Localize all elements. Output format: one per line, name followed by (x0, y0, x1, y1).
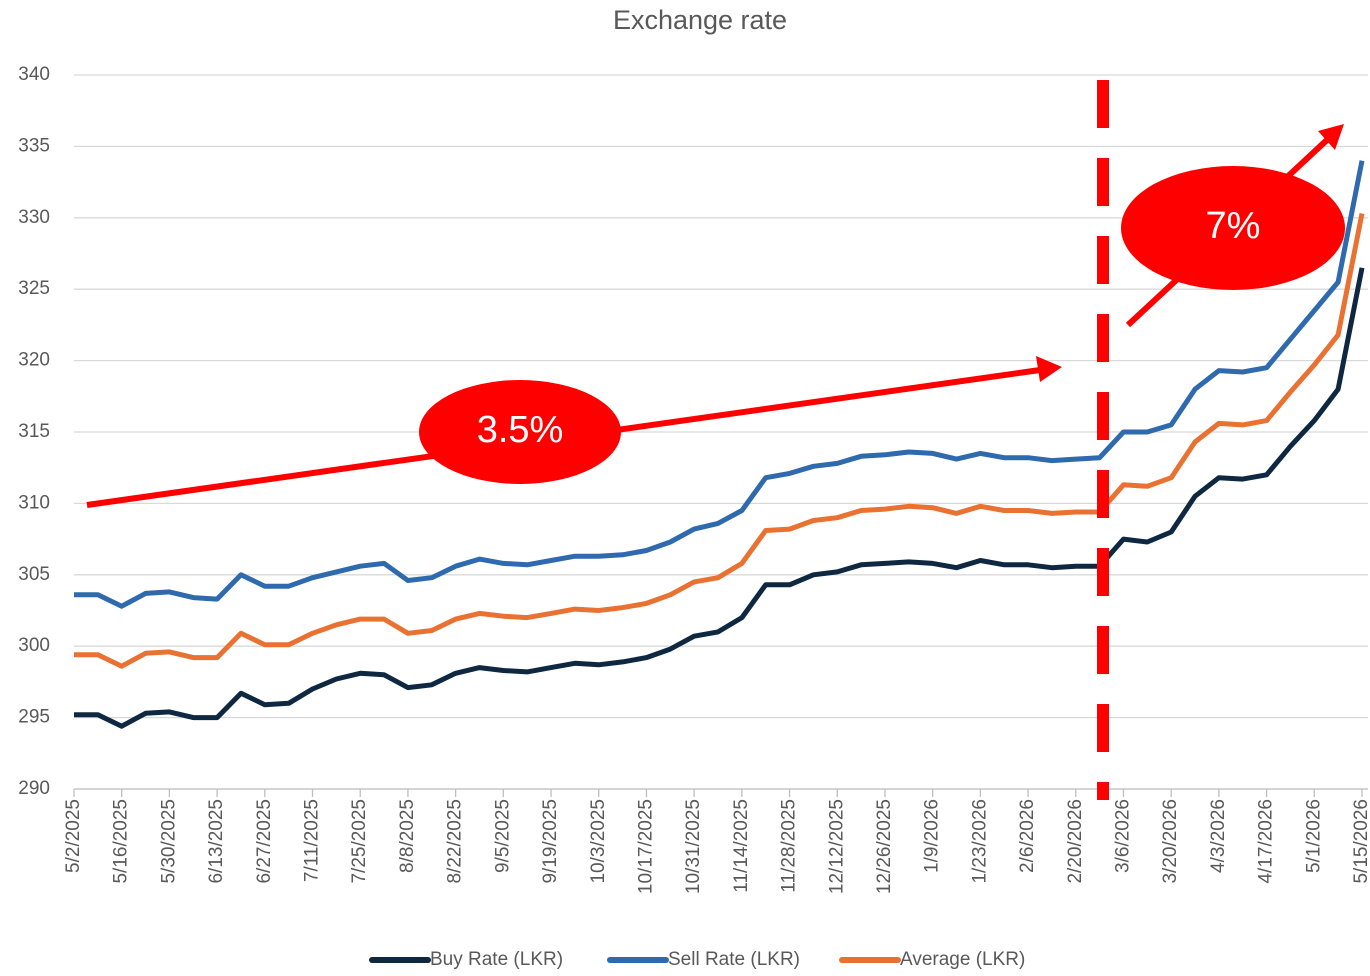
x-tick-label: 5/2/2025 (63, 799, 84, 873)
chart-title: Exchange rate (613, 5, 787, 35)
y-tick-label: 310 (18, 492, 50, 513)
series-line (74, 267, 1365, 729)
x-tick-label: 4/17/2026 (1256, 799, 1277, 884)
x-tick-label: 3/6/2026 (1112, 799, 1133, 873)
x-tick-label: 5/16/2025 (111, 799, 132, 884)
arrow-head (1318, 124, 1344, 150)
x-tick-label: 12/26/2025 (874, 799, 895, 894)
x-tick-label: 12/12/2025 (826, 799, 847, 894)
x-tick-label: 8/22/2025 (445, 799, 466, 884)
y-tick-label: 340 (18, 64, 50, 85)
y-tick-label: 290 (18, 778, 50, 799)
plot-area: 290 295 300 305 310 315 320 325 330 335 340 5/2/202… (18, 64, 1370, 894)
y-tick-label: 305 (18, 564, 50, 585)
series-line (74, 160, 1365, 609)
x-tick-label: 11/28/2025 (779, 799, 800, 893)
arrow-head (1036, 356, 1062, 382)
x-tick-label: 7/11/2025 (302, 799, 323, 882)
x-tick-label: 1/23/2026 (969, 799, 990, 884)
x-tick-label: 1/9/2026 (922, 799, 943, 873)
x-tick-label: 10/17/2025 (635, 799, 656, 894)
legend-label: Buy Rate (LKR) (430, 949, 563, 970)
x-tick-label: 7/25/2025 (349, 799, 370, 884)
x-tick-label: 8/8/2025 (397, 799, 418, 873)
x-tick-label: 5/1/2026 (1303, 799, 1324, 873)
annotation: 7% (1206, 205, 1261, 247)
x-tick-label: 4/3/2026 (1208, 799, 1229, 873)
y-tick-label: 315 (18, 421, 50, 442)
x-tick-label: 10/31/2025 (683, 799, 704, 894)
x-tick-label: 3/20/2026 (1160, 799, 1181, 884)
annotation: 3.5% (477, 409, 564, 451)
y-tick-label: 320 (18, 350, 50, 371)
y-tick-label: 330 (18, 207, 50, 228)
x-tick-label: 5/15/2026 (1351, 799, 1370, 884)
x-tick-label: 5/30/2025 (158, 799, 179, 884)
legend-label: Average (LKR) (900, 949, 1025, 970)
y-tick-label: 300 (18, 635, 50, 656)
x-tick-label: 11/14/2025 (731, 799, 752, 893)
annotation-bubble (419, 380, 621, 484)
legend-label: Sell Rate (LKR) (668, 949, 800, 970)
x-tick-label: 2/20/2026 (1065, 799, 1086, 884)
annotation-bubble (1121, 166, 1345, 290)
x-tick-label: 9/5/2025 (492, 799, 513, 873)
y-tick-label: 325 (18, 278, 50, 299)
legend: Buy Rate (LKR) Sell Rate (LKR) Average (LK… (369, 949, 1025, 970)
x-tick-label: 9/19/2025 (540, 799, 561, 884)
x-tick-label: 2/6/2026 (1017, 799, 1038, 873)
y-tick-label: 335 (18, 135, 50, 156)
x-tick-label: 10/3/2025 (588, 799, 609, 884)
x-tick-label: 6/27/2025 (254, 799, 275, 884)
series-line (74, 213, 1365, 669)
y-tick-label: 295 (18, 707, 50, 728)
x-tick-label: 6/13/2025 (206, 799, 227, 884)
annotations: 3.5% 7% (86, 80, 1345, 800)
